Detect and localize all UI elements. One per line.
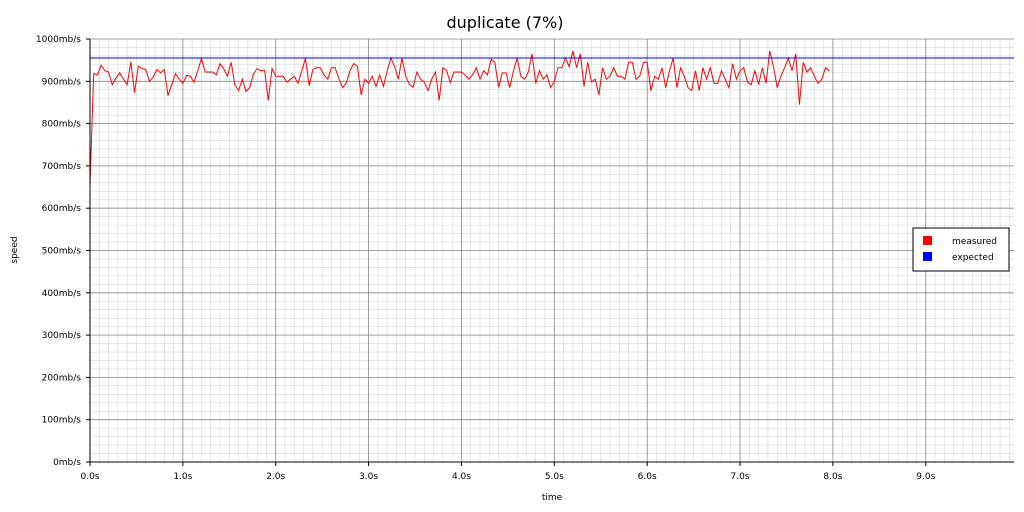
y-tick-label: 100mb/s [42, 416, 82, 426]
y-tick-label: 700mb/s [42, 162, 82, 172]
x-tick-label: 8.0s [823, 472, 842, 482]
y-tick-label: 300mb/s [42, 331, 82, 341]
x-tick-label: 9.0s [916, 472, 935, 482]
legend-swatch-measured [923, 236, 932, 245]
legend: measured expected [912, 227, 1010, 272]
series-line-measured [89, 50, 830, 185]
major-gridlines [89, 38, 1014, 463]
y-tick-label: 400mb/s [42, 289, 82, 299]
chart-title: duplicate (7%) [446, 13, 563, 32]
y-axis-label: speed [10, 236, 20, 263]
y-tick-label: 900mb/s [42, 77, 82, 87]
x-tick-label: 7.0s [731, 472, 750, 482]
x-tick-label: 4.0s [452, 472, 471, 482]
x-tick-label: 0.0s [80, 472, 99, 482]
legend-label-measured: measured [952, 237, 997, 247]
legend-label-expected: expected [952, 253, 994, 263]
legend-box [912, 227, 1010, 272]
x-tick-label: 6.0s [638, 472, 657, 482]
y-tick-label: 500mb/s [42, 247, 82, 257]
y-tick-label: 600mb/s [42, 204, 82, 214]
x-tick-label: 5.0s [545, 472, 564, 482]
x-tick-label: 1.0s [173, 472, 192, 482]
legend-swatch-expected [923, 252, 932, 261]
y-tick-label: 200mb/s [42, 373, 82, 383]
x-axis-label: time [542, 493, 563, 503]
x-tick-label: 3.0s [359, 472, 378, 482]
y-ticks: 0mb/s 100mb/s 200mb/s 300mb/s 400mb/s 500mb/s… [36, 35, 90, 468]
y-tick-label: 1000mb/s [36, 35, 81, 45]
y-tick-label: 0mb/s [53, 458, 81, 468]
x-tick-label: 2.0s [266, 472, 285, 482]
x-ticks: 0.0s 1.0s 2.0s 3.0s 4.0s 5.0s 6.0s 7.0s 8.0s 9.0s [80, 462, 936, 482]
y-tick-label: 800mb/s [42, 120, 82, 130]
series-lines [89, 50, 1014, 185]
